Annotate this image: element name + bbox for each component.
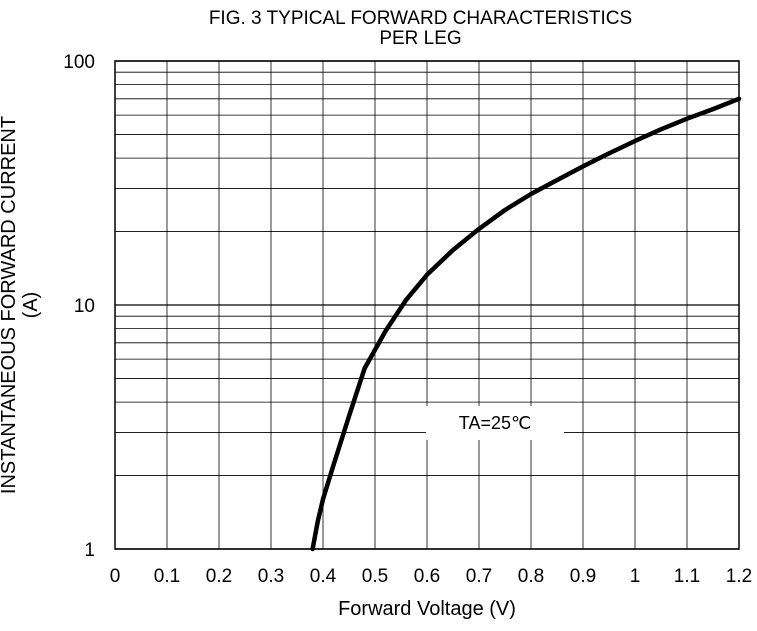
x-tick-label: 0.7 [466, 566, 492, 587]
series-line [310, 96, 742, 552]
x-tick-label: 0.6 [414, 566, 440, 587]
x-tick-label: 1.1 [674, 566, 700, 587]
x-tick-label: 0.5 [362, 566, 388, 587]
y-axis-unit: (A) [20, 291, 42, 319]
x-tick-label: 0.1 [154, 566, 180, 587]
y-tick-label: 10 [74, 296, 95, 317]
x-tick-label: 0.8 [518, 566, 544, 587]
chart-title: FIG. 3 TYPICAL FORWARD CHARACTERISTICS [208, 8, 633, 29]
temperature-annotation: TA=25℃ [426, 406, 564, 440]
x-tick-label: 0.4 [310, 566, 337, 587]
x-axis-label: Forward Voltage (V) [338, 598, 516, 620]
x-tick-label: 0.9 [570, 566, 596, 587]
y-axis-title: INSTANTANEOUS FORWARD CURRENT [0, 115, 20, 495]
x-tick-label: 0.3 [258, 566, 284, 587]
x-tick-label: 0.2 [206, 566, 232, 587]
y-tick-label: 100 [63, 52, 95, 73]
y-tick-label: 1 [84, 540, 95, 561]
x-tick-label: 1.2 [726, 566, 752, 587]
plot-frame [114, 60, 740, 550]
chart-subtitle: PER LEG [379, 28, 462, 49]
x-tick-label: 1 [630, 566, 641, 587]
x-tick-label: 0 [110, 566, 121, 587]
